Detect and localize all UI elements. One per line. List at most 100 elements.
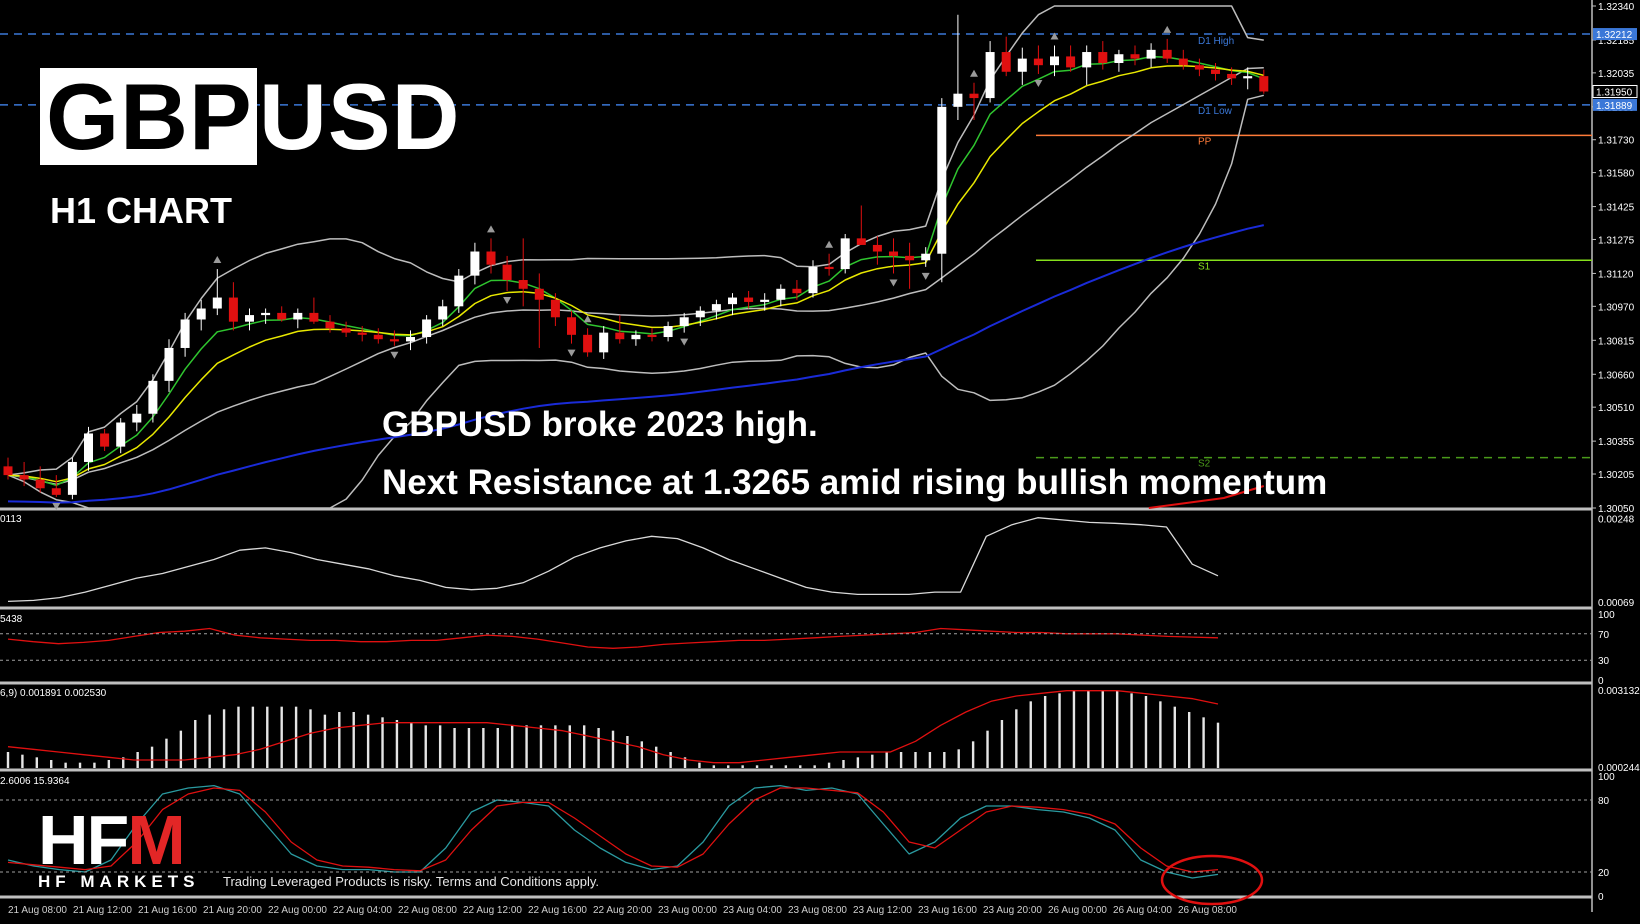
hfm-logo: HFM <box>38 801 186 879</box>
stochastic-highlight-circle <box>1160 854 1264 906</box>
candle-body <box>1194 65 1204 70</box>
indicator-series-line <box>7 787 1219 873</box>
candle-body <box>293 312 303 320</box>
level-label: D1 High <box>1198 36 1234 47</box>
candle-body <box>212 297 222 309</box>
candle-body <box>1259 76 1269 92</box>
indicator-tick-label: 0 <box>1598 892 1604 903</box>
candle-body <box>357 332 367 335</box>
indicator-tick-label: 100 <box>1598 610 1615 621</box>
candle-body <box>228 297 238 322</box>
fractal-arrows <box>52 25 1172 511</box>
candle-body <box>454 275 464 307</box>
histogram-bar <box>381 717 384 768</box>
candle-body <box>1178 58 1188 66</box>
candle-body <box>1114 54 1124 63</box>
candle-body <box>373 334 383 340</box>
histogram-bar <box>683 757 687 768</box>
candle-body <box>695 310 705 318</box>
histogram-bar <box>50 760 53 768</box>
histogram-bar <box>107 760 111 768</box>
candle-body <box>245 315 254 322</box>
candle-body <box>969 93 979 99</box>
histogram-bar <box>669 752 672 768</box>
indicator-tick-label: 30 <box>1598 656 1610 667</box>
indicator-tick-label: 0 <box>1598 676 1604 687</box>
candle-body <box>180 319 190 348</box>
histogram-bar <box>352 712 355 768</box>
histogram-bar <box>1187 712 1191 768</box>
histogram-bar <box>727 765 730 768</box>
candle-body <box>792 288 802 294</box>
candle-body <box>196 308 206 320</box>
candle-body <box>953 93 963 107</box>
histogram-bar <box>78 762 82 768</box>
fractal-down-arrow <box>680 338 689 346</box>
price-tag-label: 1.31950 <box>1596 87 1633 98</box>
time-tick-label: 26 Aug 04:00 <box>1113 905 1172 916</box>
time-tick-label: 21 Aug 08:00 <box>8 905 67 916</box>
indicator-header: 6,9) 0.001891 0.002530 <box>0 688 107 699</box>
histogram-bar <box>928 752 932 768</box>
price-tag <box>1592 84 1638 98</box>
candle-body <box>567 317 576 335</box>
candle-body <box>679 317 689 327</box>
candle-body <box>889 251 898 256</box>
histogram-bar <box>1015 709 1018 768</box>
histogram-bar <box>871 754 874 768</box>
histogram-bar <box>150 746 154 768</box>
histogram-bar <box>655 746 658 768</box>
histogram-bar <box>467 728 471 768</box>
fractal-up-arrow <box>487 225 495 233</box>
candle-body <box>164 347 174 381</box>
candle-body <box>438 306 448 320</box>
histogram-bar <box>424 725 427 768</box>
histogram-bar <box>1043 696 1047 768</box>
candle-body <box>1243 76 1253 79</box>
time-tick-label: 23 Aug 16:00 <box>918 905 977 916</box>
histogram-bar <box>1173 706 1176 768</box>
indicator-series-line <box>7 627 1219 649</box>
fractal-down-arrow <box>503 296 512 304</box>
level-label: PP <box>1198 136 1212 147</box>
indicator-tick-label: 80 <box>1598 796 1610 807</box>
histogram-bar <box>539 725 543 768</box>
candle-body <box>663 326 673 338</box>
time-tick-label: 22 Aug 12:00 <box>463 905 522 916</box>
candle-body <box>985 52 995 99</box>
histogram-bar <box>266 706 269 768</box>
histogram-bar <box>237 706 240 768</box>
histogram-bar <box>208 714 211 768</box>
time-tick-label: 22 Aug 04:00 <box>333 905 392 916</box>
fractal-up-arrow <box>213 256 222 264</box>
time-tick-label: 26 Aug 00:00 <box>1048 905 1107 916</box>
candle-body <box>1066 56 1076 68</box>
histogram-bar <box>827 762 831 768</box>
histogram-bar <box>957 749 960 768</box>
bollinger-middle <box>7 66 1264 486</box>
candle-body <box>856 238 866 245</box>
indicator-tick-label: 70 <box>1598 630 1610 641</box>
histogram-bar <box>813 765 816 768</box>
time-tick-label: 23 Aug 12:00 <box>853 905 912 916</box>
time-tick-label: 23 Aug 08:00 <box>788 905 847 916</box>
candle-body <box>341 328 351 333</box>
candle-body <box>116 422 126 447</box>
price-tag <box>1593 98 1637 111</box>
histogram-bar <box>640 741 644 768</box>
histogram-bar <box>943 752 946 768</box>
candle-body <box>309 312 319 322</box>
candle-body <box>905 255 915 261</box>
price-tick-label: 1.31580 <box>1598 169 1635 180</box>
time-tick-label: 22 Aug 20:00 <box>593 905 652 916</box>
candle-body <box>534 288 544 300</box>
candle-body <box>711 304 721 311</box>
histogram-bar <box>568 725 571 768</box>
candle-body <box>937 106 947 254</box>
price-tick-label: 1.30970 <box>1598 302 1635 313</box>
ma-long-blue <box>7 224 1265 504</box>
ma-red-tail <box>1148 485 1265 509</box>
candle-body <box>550 299 560 318</box>
candle-body <box>67 461 77 495</box>
candle-body <box>1098 52 1108 63</box>
